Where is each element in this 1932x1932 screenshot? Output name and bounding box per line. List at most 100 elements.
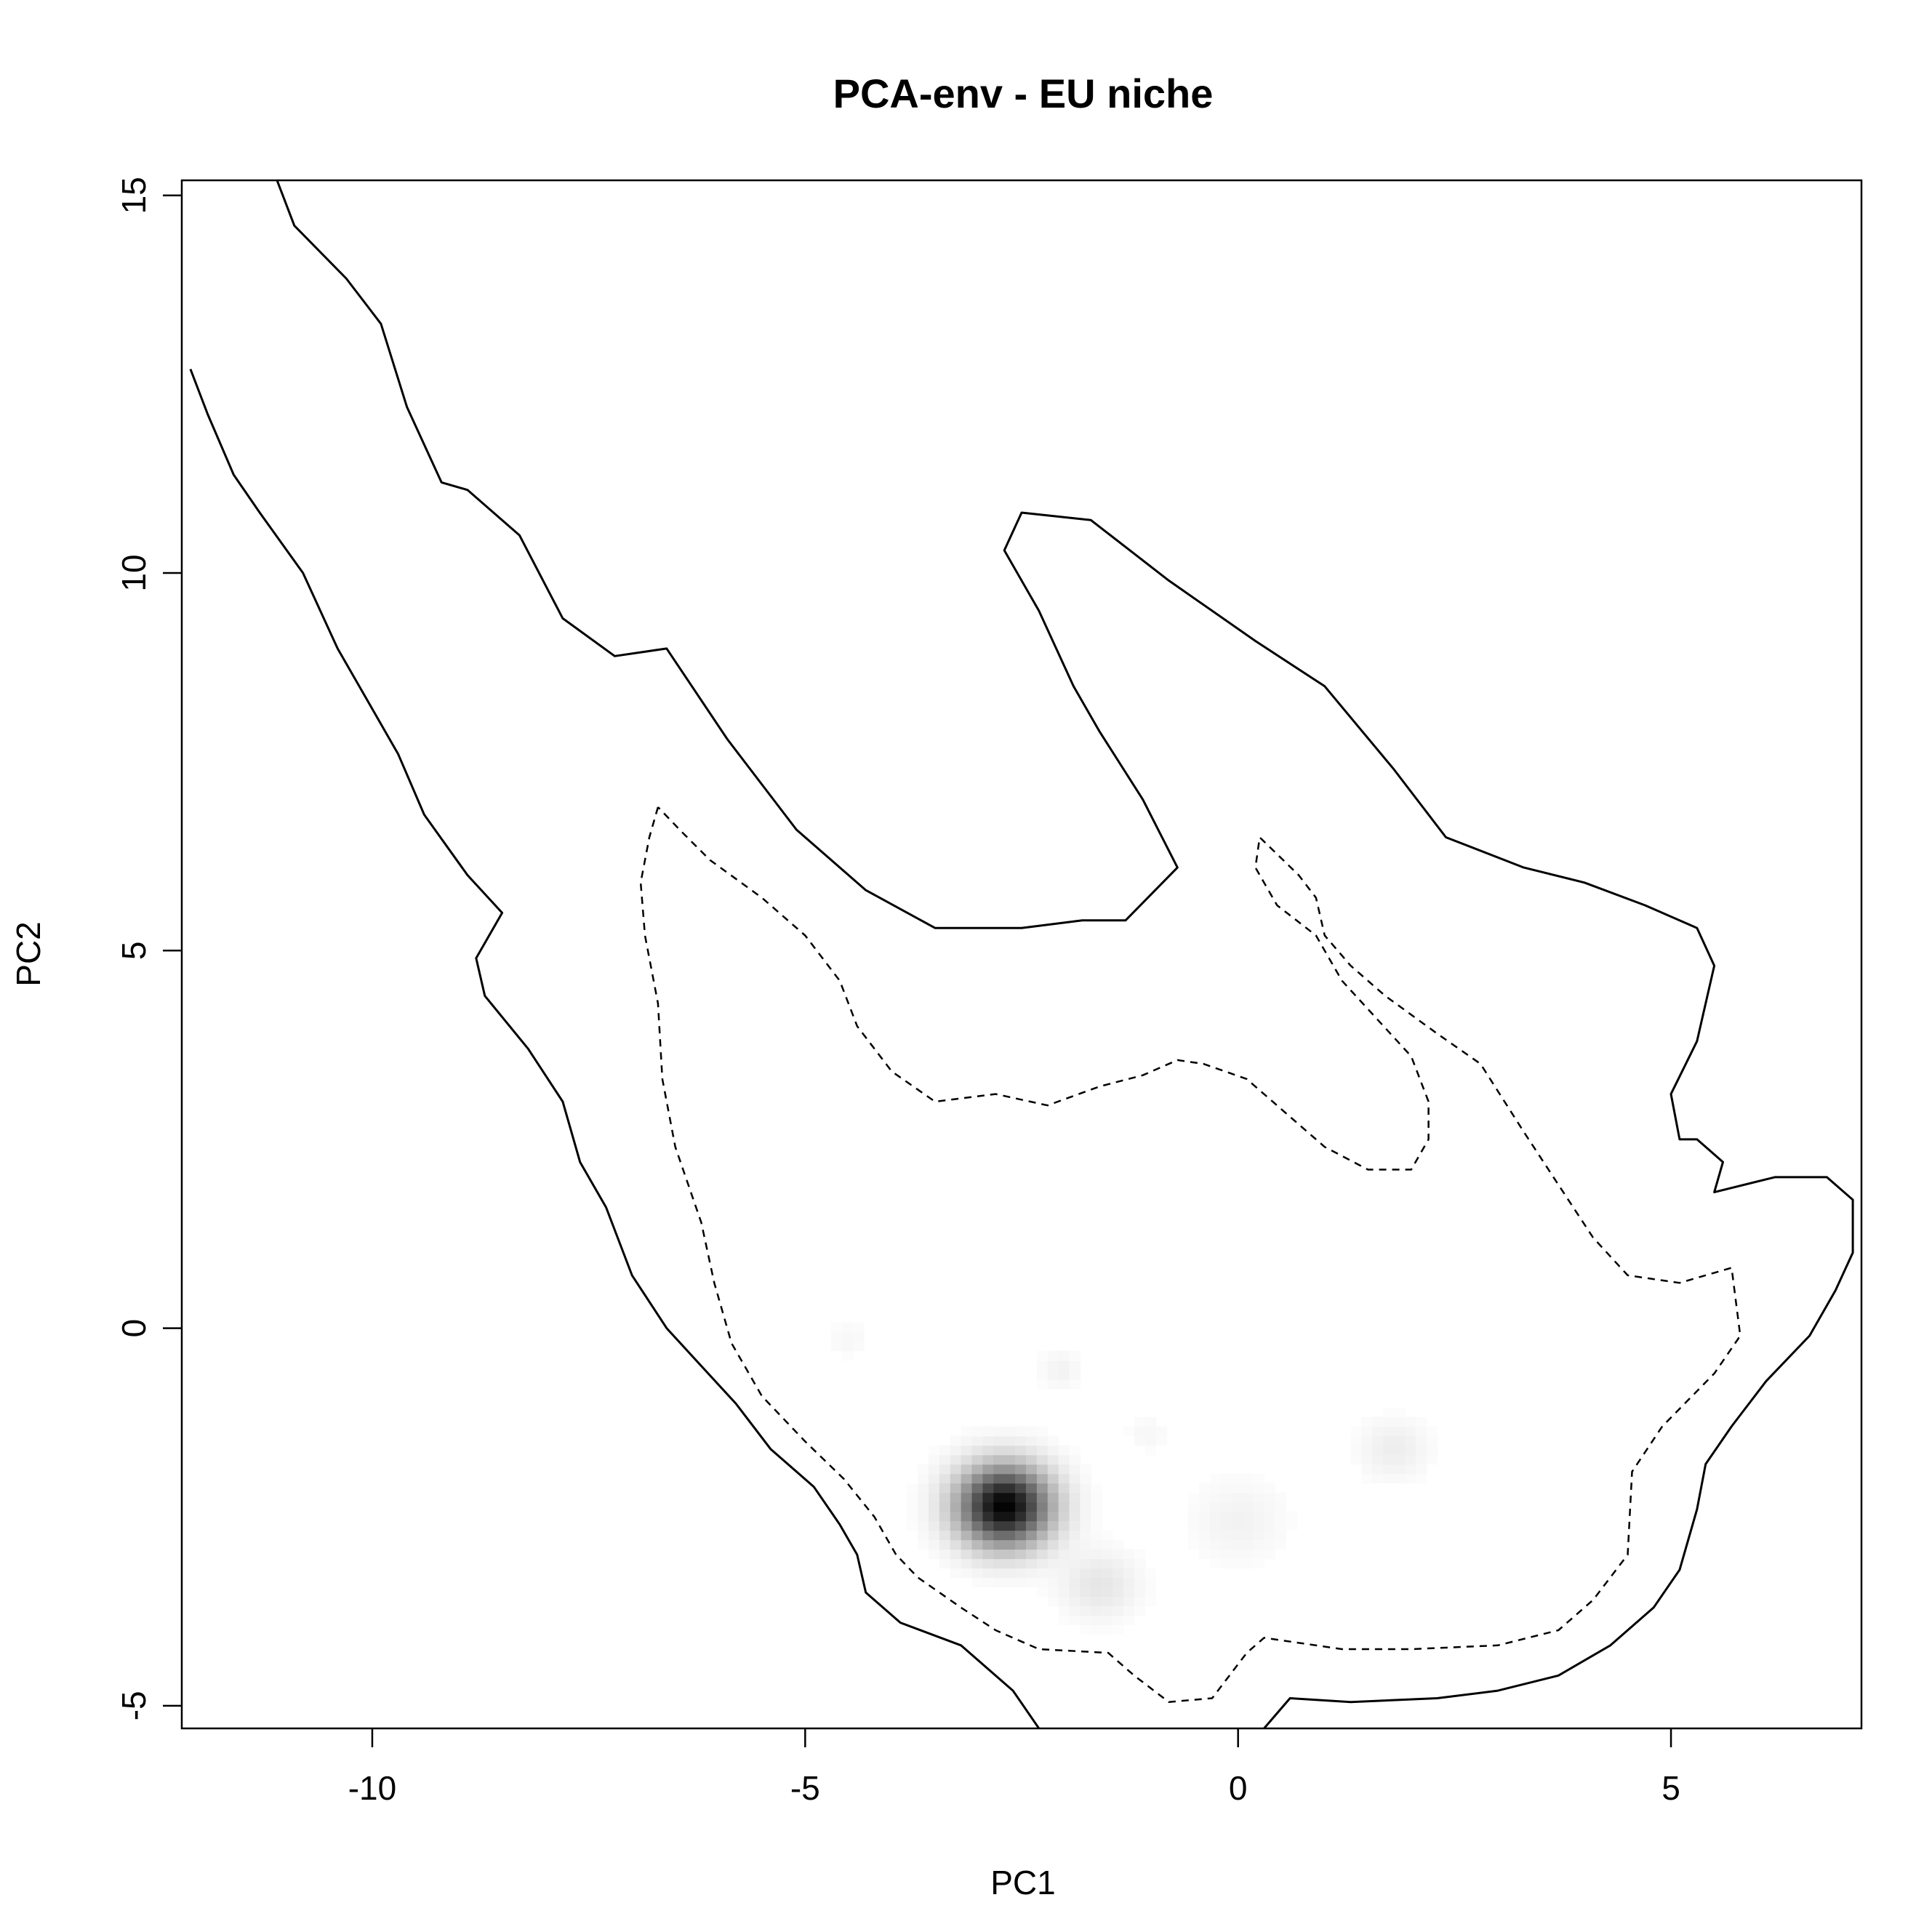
density-cell	[1080, 1558, 1092, 1569]
density-cell	[1069, 1350, 1081, 1361]
density-cell	[1253, 1483, 1265, 1494]
density-cell	[1091, 1511, 1102, 1522]
density-cell	[1415, 1454, 1427, 1465]
density-cell	[1253, 1473, 1265, 1484]
density-cell	[1091, 1568, 1102, 1579]
density-cell	[1372, 1454, 1384, 1465]
density-cell	[1004, 1502, 1016, 1512]
density-cell	[1058, 1549, 1070, 1560]
density-cell	[1415, 1464, 1427, 1475]
density-cell	[1242, 1511, 1254, 1522]
density-cell	[982, 1492, 995, 1503]
density-cell	[961, 1492, 973, 1503]
chart-title: PCA-env - EU niche	[833, 71, 1214, 116]
density-cell	[1058, 1445, 1070, 1456]
density-cell	[1080, 1511, 1092, 1522]
density-cell	[971, 1445, 984, 1456]
density-cell	[1047, 1369, 1059, 1380]
y-tick-label: 10	[115, 554, 153, 591]
density-cell	[1134, 1426, 1146, 1437]
density-cell	[1123, 1577, 1135, 1588]
density-cell	[1220, 1511, 1232, 1522]
density-cell	[918, 1483, 929, 1494]
density-cell	[961, 1549, 973, 1560]
density-cell	[971, 1464, 984, 1475]
density-cell	[1080, 1520, 1092, 1531]
density-cell	[1004, 1577, 1016, 1588]
density-cell	[1102, 1558, 1113, 1569]
density-cell	[982, 1568, 995, 1579]
density-cell	[1025, 1539, 1038, 1550]
density-cell	[1350, 1454, 1363, 1465]
density-cell	[939, 1549, 951, 1560]
density-cell	[1275, 1511, 1286, 1522]
density-cell	[1080, 1624, 1092, 1635]
density-cell	[1123, 1606, 1135, 1616]
density-cell	[1113, 1549, 1124, 1560]
density-cell	[1015, 1577, 1027, 1588]
density-cell	[918, 1520, 929, 1531]
density-cell	[950, 1445, 962, 1456]
density-cell	[1036, 1502, 1049, 1512]
density-cell	[1404, 1473, 1416, 1484]
density-cell	[939, 1539, 951, 1550]
density-cell	[1047, 1379, 1059, 1390]
density-cell	[1155, 1435, 1168, 1446]
density-cell	[1047, 1530, 1059, 1541]
density-cell	[1383, 1473, 1395, 1484]
density-cell	[918, 1511, 929, 1522]
density-cell	[1015, 1539, 1027, 1550]
density-cell	[1415, 1473, 1427, 1484]
density-cell	[1015, 1445, 1027, 1456]
density-cell	[1025, 1426, 1038, 1437]
density-cell	[1036, 1350, 1049, 1361]
density-cell	[1102, 1615, 1113, 1626]
density-cell	[1091, 1530, 1102, 1541]
density-cell	[1113, 1577, 1124, 1588]
density-cell	[1231, 1502, 1243, 1512]
density-cell	[971, 1530, 984, 1541]
density-cell	[1047, 1577, 1059, 1588]
density-cell	[1069, 1464, 1081, 1475]
density-cell	[1242, 1520, 1254, 1531]
density-cell	[852, 1322, 865, 1333]
density-cell	[1209, 1558, 1222, 1569]
density-cell	[1080, 1473, 1092, 1484]
density-cell	[1286, 1511, 1297, 1522]
density-cell	[939, 1473, 951, 1484]
density-cell	[1361, 1426, 1374, 1437]
density-cell	[961, 1568, 973, 1579]
density-cell	[1134, 1596, 1146, 1607]
y-axis: -5 0 5 10 15	[115, 177, 182, 1720]
density-cell	[1015, 1502, 1027, 1512]
density-cell	[939, 1492, 951, 1503]
density-cell	[939, 1483, 951, 1494]
density-cell	[831, 1322, 843, 1333]
density-cell	[1264, 1483, 1276, 1494]
y-tick-label: 0	[115, 1319, 153, 1338]
density-cell	[928, 1549, 940, 1560]
density-cell	[1015, 1435, 1027, 1446]
density-cell	[928, 1454, 940, 1465]
density-cell	[1004, 1473, 1016, 1484]
density-cell	[1004, 1530, 1016, 1541]
density-cell	[1242, 1492, 1254, 1503]
density-cell	[1091, 1520, 1102, 1531]
density-cell	[1069, 1445, 1081, 1456]
density-cell	[1188, 1530, 1200, 1541]
density-cell	[1015, 1426, 1027, 1437]
density-cell	[1220, 1483, 1232, 1494]
density-cell	[1047, 1511, 1059, 1522]
density-cell	[961, 1426, 973, 1437]
density-cell	[1209, 1473, 1222, 1484]
density-cell	[1004, 1568, 1016, 1579]
density-cell	[1242, 1539, 1254, 1550]
density-cell	[982, 1558, 995, 1569]
contour-solid-1	[189, 369, 1041, 1729]
density-cell	[831, 1341, 843, 1352]
density-cell	[1036, 1549, 1049, 1560]
density-cell	[1123, 1568, 1135, 1579]
niche-contours	[189, 180, 1854, 1729]
density-cell	[1123, 1549, 1135, 1560]
density-cell	[1069, 1539, 1081, 1550]
